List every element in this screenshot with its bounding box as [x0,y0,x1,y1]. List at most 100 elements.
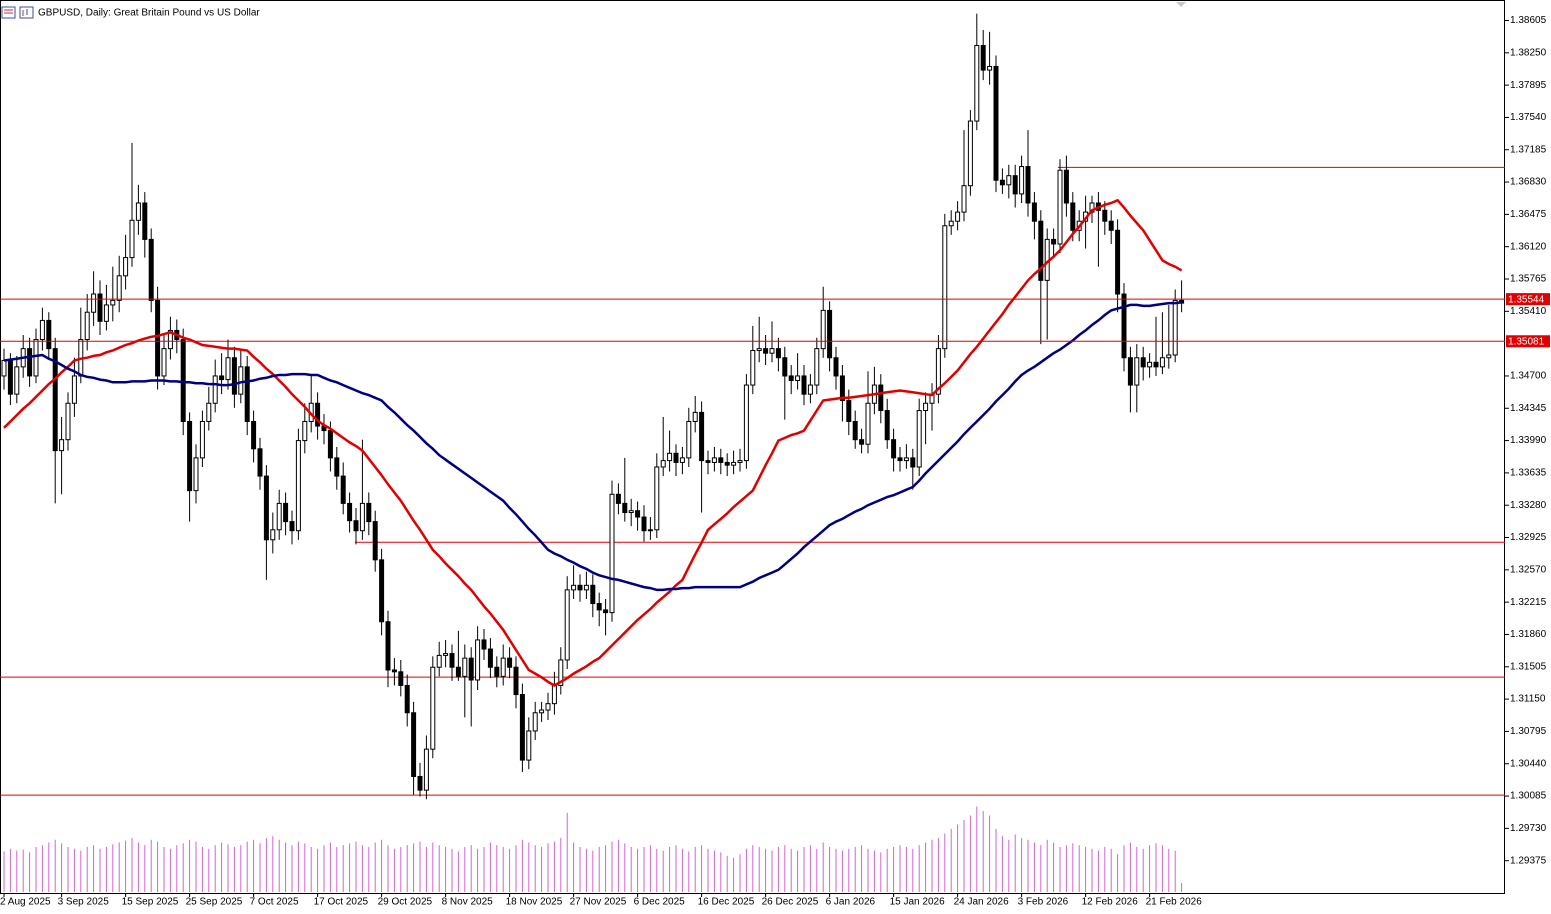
y-tick-label: 1.33990 [1510,435,1547,446]
candle-body [443,653,449,656]
candle-body [558,659,564,686]
candle-body [686,420,692,459]
candle-body [692,411,698,422]
candle-body [814,348,820,386]
x-tick-label: 12 Feb 2026 [1082,897,1139,908]
candle-body [961,185,967,213]
candle-body [494,666,500,677]
candle-body [347,502,353,522]
x-tick-label: 2 Aug 2025 [0,897,51,908]
candle-body [667,452,673,462]
candle-body [1,359,7,377]
price-label-box [1506,335,1550,348]
candle-body [212,375,218,404]
candle-body [1038,220,1044,281]
candle-body [987,65,993,71]
shift-marker [1176,2,1186,7]
candle-body [187,420,193,492]
candle-body [903,457,909,462]
x-tick-label: 24 Jan 2026 [954,897,1009,908]
y-tick-label: 1.38250 [1510,47,1547,58]
candle-body [795,375,801,382]
candle-body [1121,293,1127,359]
candle-body [52,348,58,452]
candle-body [615,493,621,504]
candle-body [1108,220,1114,231]
candle-body [283,502,289,523]
candle-body [603,609,609,614]
candle-body [295,440,301,532]
candle-body [750,349,756,386]
candle-body [46,319,52,350]
candle-body [673,452,679,463]
y-tick-label: 1.34345 [1510,403,1547,414]
candle-body [807,384,813,395]
candle-body [39,319,45,341]
candle-body [609,493,615,614]
y-tick-label: 1.37185 [1510,144,1547,155]
candle-body [916,410,922,468]
candle-body [910,457,916,468]
candle-body [353,520,359,532]
candle-body [891,439,897,459]
candle-body [737,460,743,463]
candle-body [430,666,436,750]
candle-body [897,457,903,462]
candle-body [206,402,212,422]
candle-body [571,584,577,591]
candle-body [462,657,468,677]
candle-body [980,45,986,71]
plot-frame [0,0,1505,894]
x-tick-label: 25 Sep 2025 [186,897,243,908]
candle-body [475,639,481,681]
candle-body [257,448,263,477]
candle-body [852,420,858,441]
y-tick-label: 1.29375 [1510,855,1547,866]
candle-body [1147,361,1153,368]
y-tick-label: 1.29730 [1510,823,1547,834]
candle-body [1006,175,1012,186]
x-tick-label: 15 Jan 2026 [890,897,945,908]
candle-body [161,348,167,377]
candle-body [955,211,961,222]
candle-body [263,475,269,541]
candle-body [590,584,596,605]
candle-body [526,730,532,761]
candle-body [468,657,474,681]
candle-body [65,402,71,441]
candle-body [1031,202,1037,222]
candle-body [942,225,948,350]
x-tick-label: 26 Dec 2025 [762,897,819,908]
candle-body [833,357,839,377]
candle-body [820,309,826,350]
candle-body [539,709,545,714]
candle-body [846,400,852,422]
candle-body [999,179,1005,186]
candle-body [398,671,404,686]
candle-body [878,384,884,412]
candle-body [455,666,461,677]
candle-body [1172,299,1178,356]
y-tick-label: 1.30440 [1510,758,1547,769]
candle-body [923,402,929,412]
candle-body [225,357,231,381]
y-tick-label: 1.32925 [1510,532,1547,543]
candle-body [577,584,583,591]
candle-body [731,461,737,466]
candle-body [180,339,186,422]
candle-body [635,510,641,518]
candle-body [404,684,410,714]
candle-body [231,357,237,395]
y-tick-label: 1.35765 [1510,274,1547,285]
candle-body [788,375,794,382]
candle-body [718,457,724,463]
candle-body [379,559,385,623]
candle-body [1012,175,1018,195]
x-tick-label: 3 Feb 2026 [1018,897,1069,908]
candle-body [91,293,97,313]
candle-body [500,657,506,677]
ma-line [3,300,1182,592]
y-tick-label: 1.35410 [1510,306,1547,317]
